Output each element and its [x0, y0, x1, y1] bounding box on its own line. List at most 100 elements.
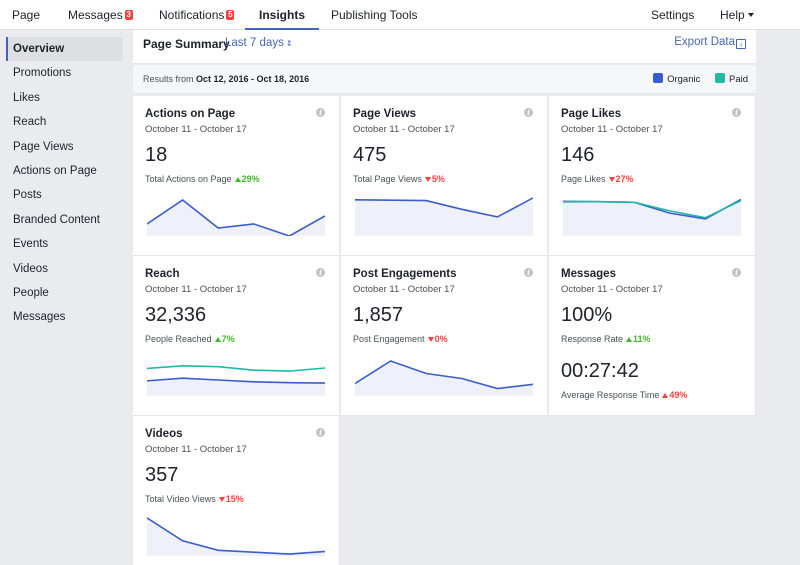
tab-page-label: Page [12, 8, 41, 22]
arrow-down-icon [218, 497, 225, 502]
tab-publishing-label: Publishing Tools [331, 8, 418, 22]
sidebar-item-videos[interactable]: Videos [13, 262, 48, 275]
card-title: Reach [145, 268, 180, 280]
tab-page[interactable]: Page [12, 0, 40, 30]
paid-series-line [147, 364, 325, 372]
card-metric-label: Total Page Views 5% [353, 174, 445, 184]
legend-paid: Paid [714, 73, 748, 85]
chart-legend: Organic Paid [641, 73, 748, 85]
info-icon[interactable]: i [732, 108, 741, 117]
sparkline-chart [147, 364, 325, 396]
change-value: 49% [669, 390, 688, 400]
tab-messages[interactable]: Messages 3 [68, 0, 133, 30]
paid-series-line [563, 199, 741, 219]
organic-series-area [147, 200, 325, 236]
organic-series-line [355, 197, 533, 218]
metric-label: Page Likes [561, 174, 606, 184]
sidebar-item-events[interactable]: Events [13, 238, 49, 251]
arrow-up-icon [626, 337, 633, 342]
tab-insights[interactable]: Insights [244, 0, 320, 30]
card-metric-value-2: 00:27:42 [561, 360, 639, 382]
info-icon[interactable]: i [316, 268, 325, 277]
info-icon[interactable]: i [732, 268, 741, 277]
sidebar-item-page-views[interactable]: Page Views [13, 140, 74, 153]
card-metric-value: 357 [145, 464, 179, 486]
arrow-down-icon [608, 177, 615, 182]
page-summary-title: Page Summary [143, 37, 230, 51]
card-actions-on-page[interactable]: Actions on Page October 11 - October 17 i 1… [133, 96, 340, 256]
card-metric-label: Total Video Views 15% [145, 494, 244, 504]
download-icon: ↓ [736, 39, 746, 49]
date-range-select[interactable]: Last 7 days ⇕ [225, 37, 293, 49]
tab-publishing-tools[interactable]: Publishing Tools [331, 0, 418, 30]
card-title: Page Views [353, 108, 417, 120]
sidebar-item-people[interactable]: People [13, 287, 49, 299]
sparkline-chart [563, 198, 741, 236]
sidebar-item-promotions[interactable]: Promotions [13, 67, 72, 80]
legend-organic-label: Organic [667, 74, 701, 85]
metric-label: People Reached [145, 334, 212, 344]
card-date-range: October 11 - October 17 [145, 284, 247, 295]
top-nav: Page Messages 3 Notifications 5 Insights P… [0, 0, 800, 30]
card-title: Post Engagements [353, 268, 457, 280]
results-bar: Results from Oct 12, 2016 - Oct 18, 2016… [133, 65, 756, 94]
legend-organic: Organic [653, 73, 701, 85]
page-summary-header: Page Summary Last 7 days ⇕ Export Data ↓ [133, 30, 756, 64]
card-date-range: October 11 - October 17 [353, 284, 455, 295]
arrow-up-icon [662, 393, 669, 398]
sidebar-item-branded-content[interactable]: Branded Content [13, 213, 100, 226]
card-metric-label: Post Engagement 0% [353, 334, 448, 344]
card-videos[interactable]: Videos October 11 - October 17 i 357 Total V… [133, 416, 340, 565]
export-data-button[interactable]: Export Data ↓ [674, 36, 746, 49]
legend-paid-label: Paid [728, 74, 748, 85]
notifications-badge: 5 [226, 10, 235, 20]
sidebar-item-reach[interactable]: Reach [13, 116, 47, 129]
card-metric-label-2: Average Response Time 49% [561, 390, 687, 400]
results-range: Results from Oct 12, 2016 - Oct 18, 2016 [143, 74, 309, 84]
info-icon[interactable]: i [524, 108, 533, 117]
sidebar-item-overview[interactable]: Overview [6, 37, 123, 61]
card-title: Videos [145, 428, 183, 440]
results-range-value: Oct 12, 2016 - Oct 18, 2016 [196, 74, 310, 84]
organic-series-area [355, 197, 533, 236]
tab-insights-label: Insights [259, 8, 306, 22]
tab-help[interactable]: Help [720, 0, 754, 30]
card-metric-label: People Reached 7% [145, 334, 235, 344]
sidebar-item-actions-on-page[interactable]: Actions on Page [13, 165, 97, 177]
sparkline-chart [355, 197, 533, 236]
sidebar-item-messages[interactable]: Messages [13, 311, 66, 324]
card-date-range: October 11 - October 17 [561, 284, 663, 295]
organic-series-line [147, 517, 325, 555]
card-reach[interactable]: Reach October 11 - October 17 i 32,336 Peopl… [133, 256, 340, 416]
arrow-up-icon [234, 177, 241, 182]
change-value: 11% [633, 334, 651, 344]
arrow-down-icon [424, 177, 431, 182]
info-icon[interactable]: i [316, 428, 325, 437]
sparkline-chart [147, 517, 325, 556]
date-range-label: Last 7 days [225, 37, 284, 49]
change-value: 29% [241, 174, 260, 184]
card-date-range: October 11 - October 17 [145, 444, 247, 455]
card-messages[interactable]: Messages October 11 - October 17 i 100% Resp… [549, 256, 756, 416]
results-prefix: Results from [143, 74, 197, 84]
sidebar-item-posts[interactable]: Posts [13, 189, 42, 202]
card-page-views[interactable]: Page Views October 11 - October 17 i 475 Tot… [341, 96, 548, 256]
paid-swatch [714, 73, 725, 83]
tab-notifications-label: Notifications [159, 8, 225, 22]
metric-label: Total Page Views [353, 174, 422, 184]
organic-series-line [147, 377, 325, 384]
organic-swatch [653, 73, 664, 83]
export-data-label: Export Data [674, 36, 735, 48]
card-metric-label: Response Rate 11% [561, 334, 651, 344]
info-icon[interactable]: i [316, 108, 325, 117]
change-value: 7% [221, 334, 235, 344]
info-icon[interactable]: i [524, 268, 533, 277]
tab-settings[interactable]: Settings [651, 0, 694, 30]
card-page-likes[interactable]: Page Likes October 11 - October 17 i 146 Pag… [549, 96, 756, 256]
card-post-engagements[interactable]: Post Engagements October 11 - October 17 i… [341, 256, 548, 416]
card-title: Actions on Page [145, 108, 236, 120]
organic-series-area [563, 199, 741, 236]
metric-label: Total Actions on Page [145, 174, 232, 184]
sidebar-item-likes[interactable]: Likes [13, 91, 40, 104]
tab-notifications[interactable]: Notifications 5 [159, 0, 235, 30]
